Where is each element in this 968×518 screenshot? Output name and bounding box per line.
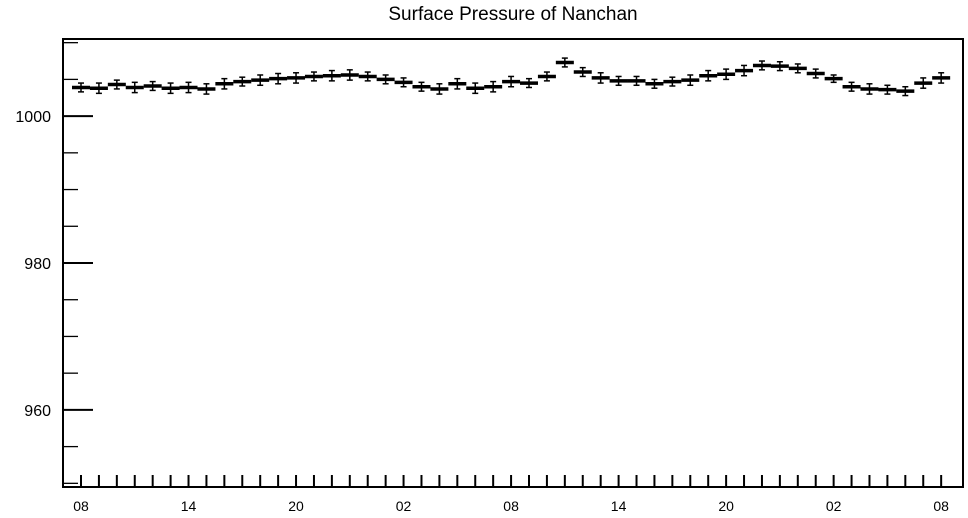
data-point [484,80,503,93]
x-tick-label: 14 [181,498,197,514]
x-tick-label: 20 [288,498,304,514]
y-tick-label: 1000 [15,109,51,126]
y-axis: 960 980 1000 [15,42,93,484]
data-point [699,69,718,82]
data-point [430,83,449,95]
data-point [681,74,700,87]
x-axis: 08 14 20 02 08 14 20 02 08 [73,475,949,514]
data-point [645,78,664,89]
data-point [287,72,306,84]
data-point [932,72,951,84]
y-tick-label: 980 [24,256,51,273]
data-point [251,74,270,87]
data-point [788,63,807,74]
data-point [376,74,395,85]
chart-title: Surface Pressure of Nanchan [388,4,638,25]
x-tick-label: 02 [396,498,412,514]
data-point [448,77,467,90]
data-point [322,69,341,82]
y-tick-label: 960 [24,403,51,420]
data-point [591,72,610,84]
data-point [770,61,789,72]
data-point [878,84,897,95]
data-point [215,77,234,90]
x-tick-label: 08 [933,498,949,514]
plot-frame [62,38,964,488]
data-point [860,83,879,95]
data-point [555,57,574,68]
data-point [573,66,592,78]
data-point [72,82,90,93]
data-point [735,64,754,77]
data-series [72,57,951,97]
data-point [466,82,485,95]
data-point [663,76,682,87]
data-point [89,82,108,95]
data-point [107,79,126,90]
data-point [197,83,216,95]
data-point [537,71,556,82]
data-point [340,69,359,81]
data-point [161,82,180,95]
data-point [233,76,252,87]
data-point [143,80,162,92]
data-point [269,72,288,85]
x-tick-label: 20 [718,498,734,514]
data-point [304,71,323,82]
data-point [394,77,413,88]
x-tick-label: 02 [826,498,842,514]
data-point [125,81,144,94]
data-point [806,68,825,79]
data-point [914,77,933,89]
data-point [412,81,431,92]
data-point [627,75,646,87]
data-point [502,75,521,88]
x-tick-label: 08 [503,498,519,514]
data-point [824,74,843,84]
data-point [358,71,377,82]
data-point [609,75,628,87]
data-point [520,77,538,89]
data-point [179,81,198,94]
x-tick-label: 08 [73,498,89,514]
data-point [752,60,771,71]
data-point [896,85,915,97]
data-point [717,68,736,81]
data-point [842,81,861,92]
x-tick-label: 14 [611,498,627,514]
